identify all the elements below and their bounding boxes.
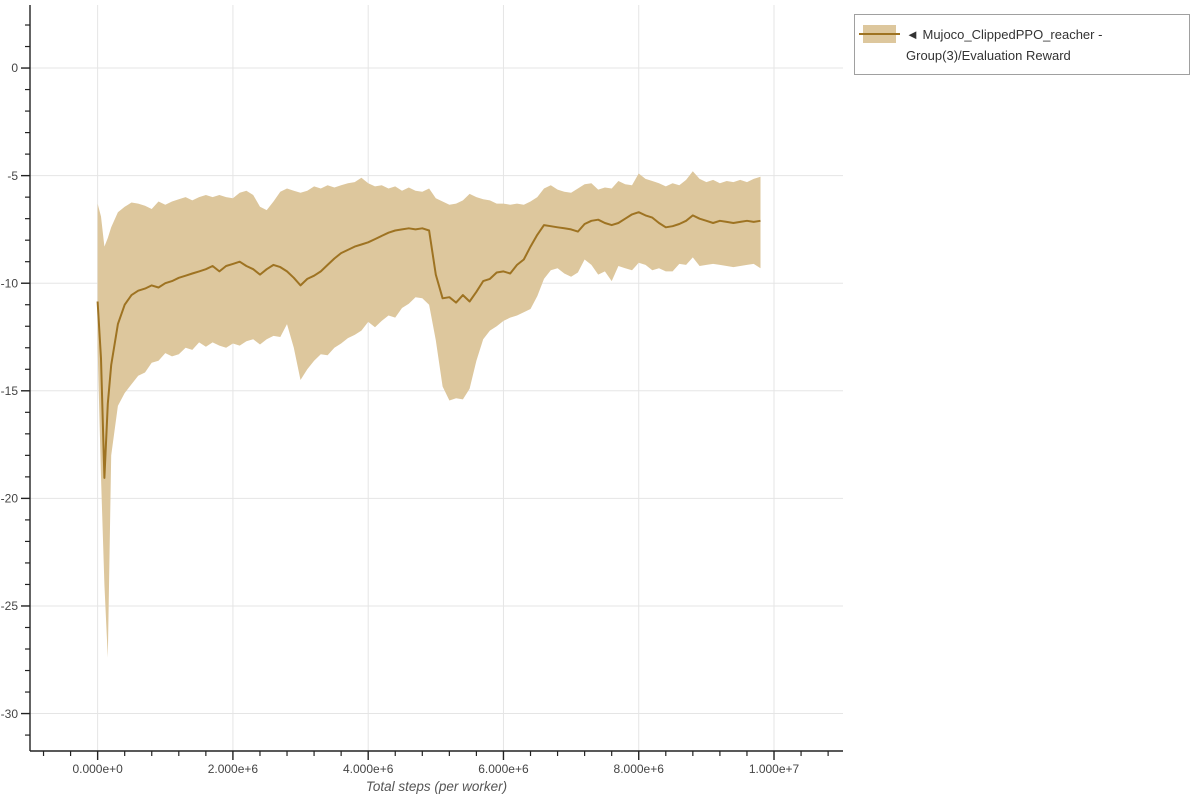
legend: ◄ Mujoco_ClippedPPO_reacher - Group(3)/E…: [854, 14, 1190, 75]
y-tick-label: -20: [1, 492, 19, 506]
x-tick-label: 8.000e+6: [614, 762, 665, 776]
x-tick-label: 6.000e+6: [478, 762, 529, 776]
y-tick-label: -15: [1, 384, 19, 398]
series-line-icon: [859, 33, 900, 35]
y-tick-label: 0: [11, 61, 18, 75]
x-axis-title: Total steps (per worker): [366, 779, 507, 794]
legend-item[interactable]: ◄ Mujoco_ClippedPPO_reacher - Group(3)/E…: [859, 24, 1181, 66]
x-tick-label: 2.000e+6: [208, 762, 259, 776]
reward-confidence-band: [97, 171, 761, 658]
y-tick-label: -10: [1, 276, 19, 290]
x-tick-label: 1.000e+7: [749, 762, 800, 776]
y-tick-label: -5: [7, 169, 18, 183]
collapse-triangle-icon: ◄: [906, 27, 919, 42]
x-tick-label: 4.000e+6: [343, 762, 394, 776]
legend-label-text: Mujoco_ClippedPPO_reacher - Group(3)/Eva…: [906, 27, 1103, 63]
y-tick-label: -30: [1, 707, 19, 721]
x-tick-label: 0.000e+0: [72, 762, 123, 776]
legend-label: ◄ Mujoco_ClippedPPO_reacher - Group(3)/E…: [906, 24, 1181, 66]
y-tick-label: -25: [1, 599, 19, 613]
series-swatch-icon: [859, 25, 900, 43]
reward-mean-line: [96, 211, 761, 479]
